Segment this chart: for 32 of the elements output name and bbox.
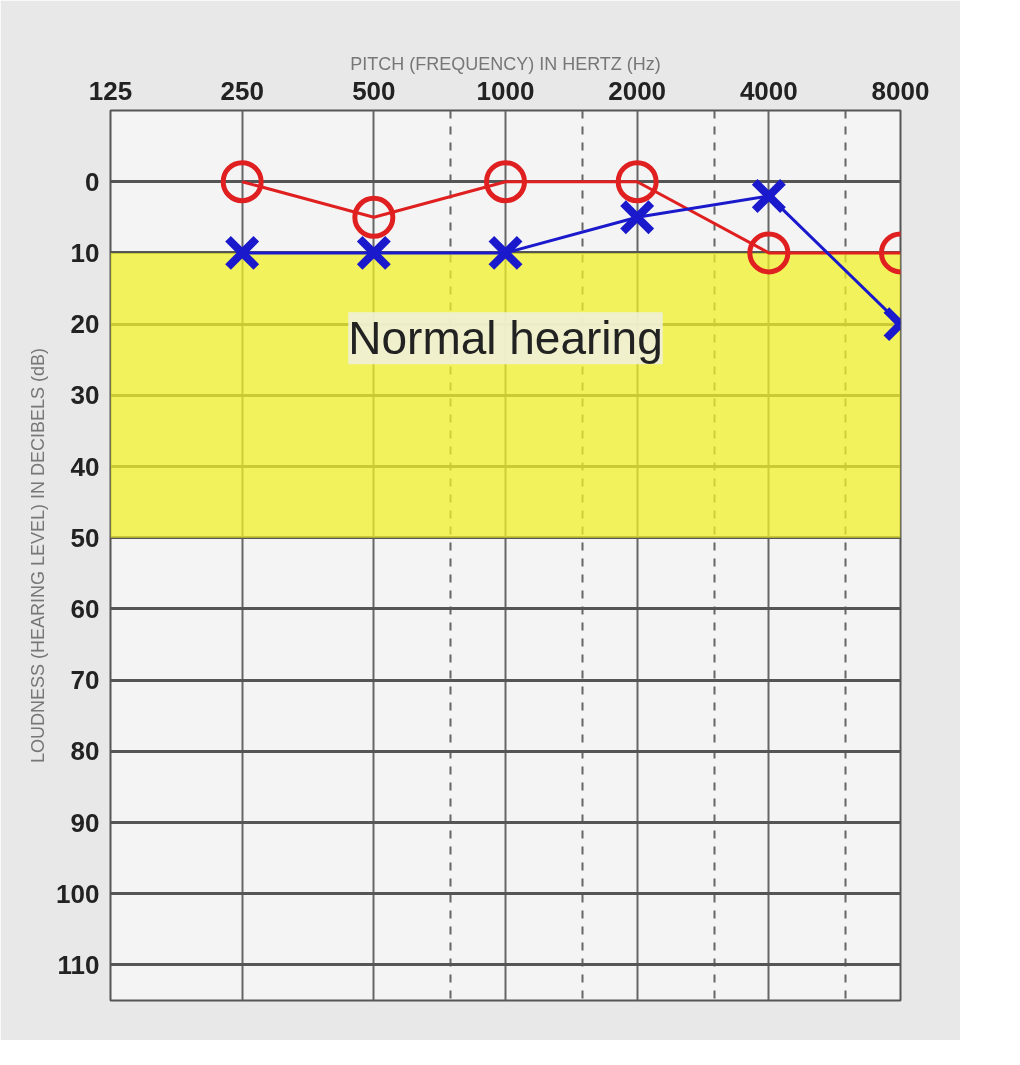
y-tick-label: 100 xyxy=(56,878,100,909)
x-tick-label: 250 xyxy=(220,75,264,106)
y-tick-label: 90 xyxy=(70,807,100,838)
x-tick-label: 8000 xyxy=(871,75,930,106)
x-tick-label: 500 xyxy=(352,75,396,106)
x-tick-label: 4000 xyxy=(739,75,798,106)
point xyxy=(355,234,392,272)
y-tick-label: 40 xyxy=(70,451,100,482)
point xyxy=(615,160,659,204)
point xyxy=(352,195,396,239)
y-tick-label: 0 xyxy=(85,166,100,197)
y-tick-label: 10 xyxy=(70,237,100,268)
y-tick-label: 70 xyxy=(70,665,100,696)
point xyxy=(750,177,787,215)
point xyxy=(484,160,527,204)
point xyxy=(487,234,524,272)
y-tick-label: 60 xyxy=(70,593,100,624)
x-axis-title: PITCH (FREQUENCY) IN HERTZ (Hz) xyxy=(350,53,661,74)
point xyxy=(220,160,264,204)
point xyxy=(619,199,656,236)
point xyxy=(224,234,261,272)
y-axis-title: LOUDNESS (HEARING LEVEL) IN DECIBELS (dB) xyxy=(28,347,49,764)
y-tick-label: 20 xyxy=(70,309,100,340)
band-label: Normal hearing xyxy=(348,312,663,365)
point xyxy=(747,231,791,275)
y-tick-label: 50 xyxy=(70,522,100,553)
x-tick-label: 2000 xyxy=(608,75,667,106)
y-tick-label: 30 xyxy=(70,380,100,411)
y-tick-label: 110 xyxy=(57,949,100,980)
y-tick-label: 80 xyxy=(70,736,100,767)
x-tick-label: 1000 xyxy=(476,75,535,106)
x-tick-label: 125 xyxy=(88,75,133,106)
